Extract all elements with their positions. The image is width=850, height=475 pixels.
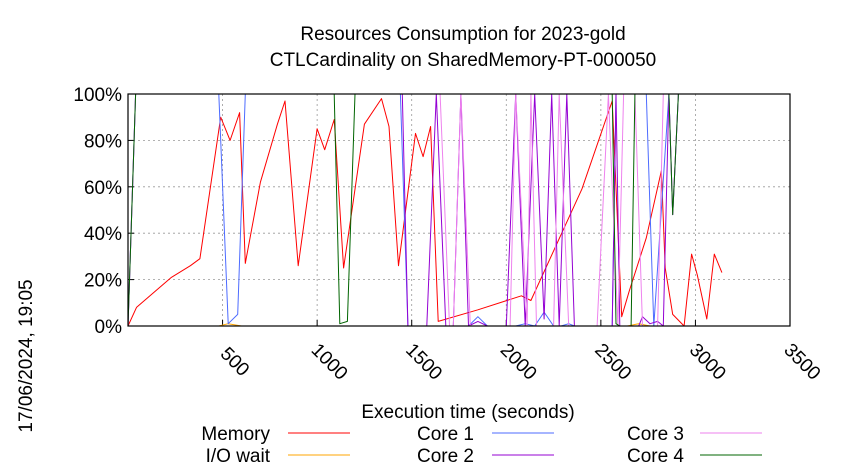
y-tick-label: 80% [84,131,122,152]
y-tick-label: 0% [95,317,123,338]
series-line-core-2 [127,93,722,327]
x-tick-label: 2500 [590,340,635,385]
plot-frame [127,93,791,327]
legend-label: I/O wait [206,446,271,467]
series-line-core-4 [127,93,722,327]
chart-subtitle: CTLCardinality on SharedMemory-PT-000050 [270,50,657,71]
chart-title: Resources Consumption for 2023-gold [300,24,625,45]
x-tick-label: 3500 [780,340,825,385]
legend-label: Core 3 [627,424,684,445]
x-tick-label: 500 [216,343,253,380]
legend-label: Core 1 [417,424,474,445]
legend-label: Core 4 [627,446,684,467]
x-tick-label: 1500 [401,340,446,385]
legend-label: Memory [201,424,270,445]
y-tick-label: 40% [84,224,122,245]
y-tick-label: 100% [73,85,122,106]
y-tick-label: 60% [84,178,122,199]
legend-label: Core 2 [417,446,474,467]
x-tick-label: 3000 [685,340,730,385]
grid-lines [128,94,790,326]
timestamp-label: 17/06/2024, 19:05 [16,279,37,432]
y-tick-label: 20% [84,271,122,292]
x-axis-ticks: 500 1000 1500 2000 2500 3000 3500 [216,320,824,384]
x-tick-label: 1000 [307,340,352,385]
series-line-core-1 [127,93,722,327]
x-tick-label: 2000 [496,340,541,385]
series-lines [127,93,723,327]
x-axis-label: Execution time (seconds) [361,402,574,423]
y-axis-ticks: 0% 20% 40% 60% 80% 100% [73,85,134,338]
